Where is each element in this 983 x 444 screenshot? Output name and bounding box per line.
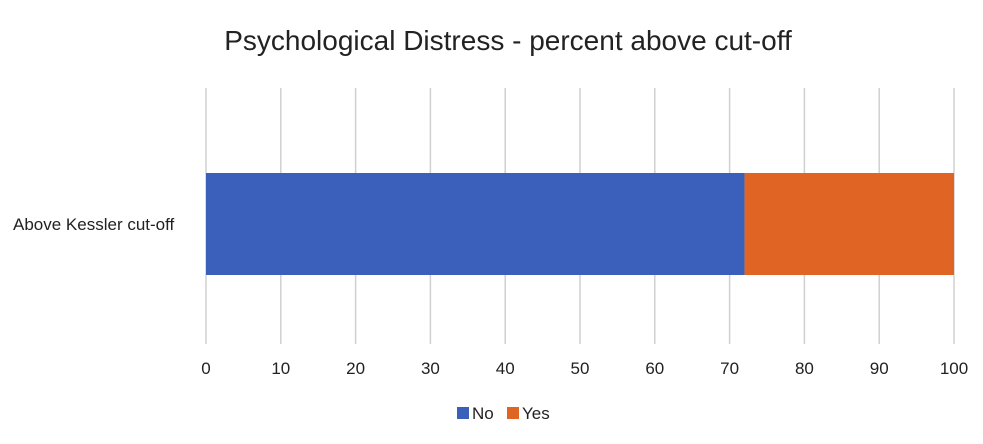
x-tick-label: 60 — [645, 359, 664, 378]
x-tick-label: 30 — [421, 359, 440, 378]
x-tick-label: 0 — [201, 359, 210, 378]
x-tick-label: 10 — [271, 359, 290, 378]
bars — [206, 173, 954, 275]
x-tick-label: 20 — [346, 359, 365, 378]
legend-label-yes: Yes — [522, 404, 550, 423]
x-tick-label: 70 — [720, 359, 739, 378]
legend: No Yes — [457, 404, 550, 423]
x-tick-label: 100 — [940, 359, 968, 378]
x-tick-label: 40 — [496, 359, 515, 378]
category-labels: Above Kessler cut-off — [13, 215, 175, 234]
chart-title: Psychological Distress - percent above c… — [224, 25, 792, 56]
x-tick-label: 80 — [795, 359, 814, 378]
category-label: Above Kessler cut-off — [13, 215, 175, 234]
x-tick-label: 90 — [870, 359, 889, 378]
legend-swatch-yes — [507, 407, 519, 419]
x-tick-label: 50 — [571, 359, 590, 378]
legend-label-no: No — [472, 404, 494, 423]
x-axis-ticks: 0 10 20 30 40 50 60 70 80 90 100 — [201, 359, 968, 378]
bar-yes — [744, 173, 954, 275]
legend-swatch-no — [457, 407, 469, 419]
bar-no — [206, 173, 745, 275]
